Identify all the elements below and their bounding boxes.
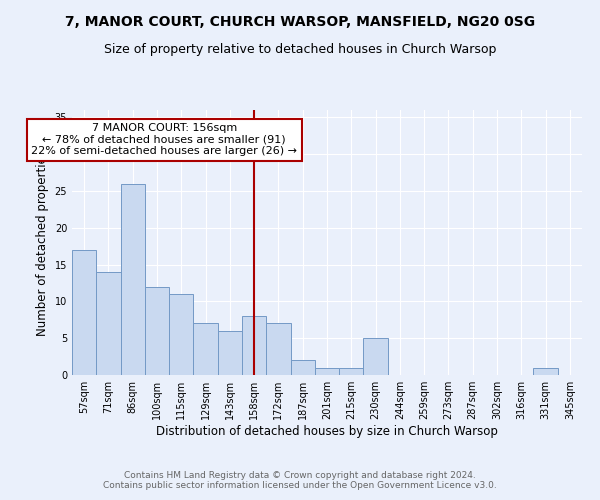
Text: 7 MANOR COURT: 156sqm
← 78% of detached houses are smaller (91)
22% of semi-deta: 7 MANOR COURT: 156sqm ← 78% of detached … xyxy=(31,123,297,156)
Text: Contains HM Land Registry data © Crown copyright and database right 2024.
Contai: Contains HM Land Registry data © Crown c… xyxy=(103,470,497,490)
Text: Size of property relative to detached houses in Church Warsop: Size of property relative to detached ho… xyxy=(104,42,496,56)
Bar xyxy=(364,338,388,375)
Y-axis label: Number of detached properties: Number of detached properties xyxy=(36,150,49,336)
Bar xyxy=(339,368,364,375)
Bar xyxy=(533,368,558,375)
Bar xyxy=(169,294,193,375)
Bar xyxy=(121,184,145,375)
Bar xyxy=(96,272,121,375)
Bar xyxy=(242,316,266,375)
Bar xyxy=(145,286,169,375)
Bar xyxy=(290,360,315,375)
Bar xyxy=(315,368,339,375)
Text: 7, MANOR COURT, CHURCH WARSOP, MANSFIELD, NG20 0SG: 7, MANOR COURT, CHURCH WARSOP, MANSFIELD… xyxy=(65,15,535,29)
Bar xyxy=(72,250,96,375)
X-axis label: Distribution of detached houses by size in Church Warsop: Distribution of detached houses by size … xyxy=(156,425,498,438)
Bar xyxy=(193,324,218,375)
Bar xyxy=(266,324,290,375)
Bar xyxy=(218,331,242,375)
